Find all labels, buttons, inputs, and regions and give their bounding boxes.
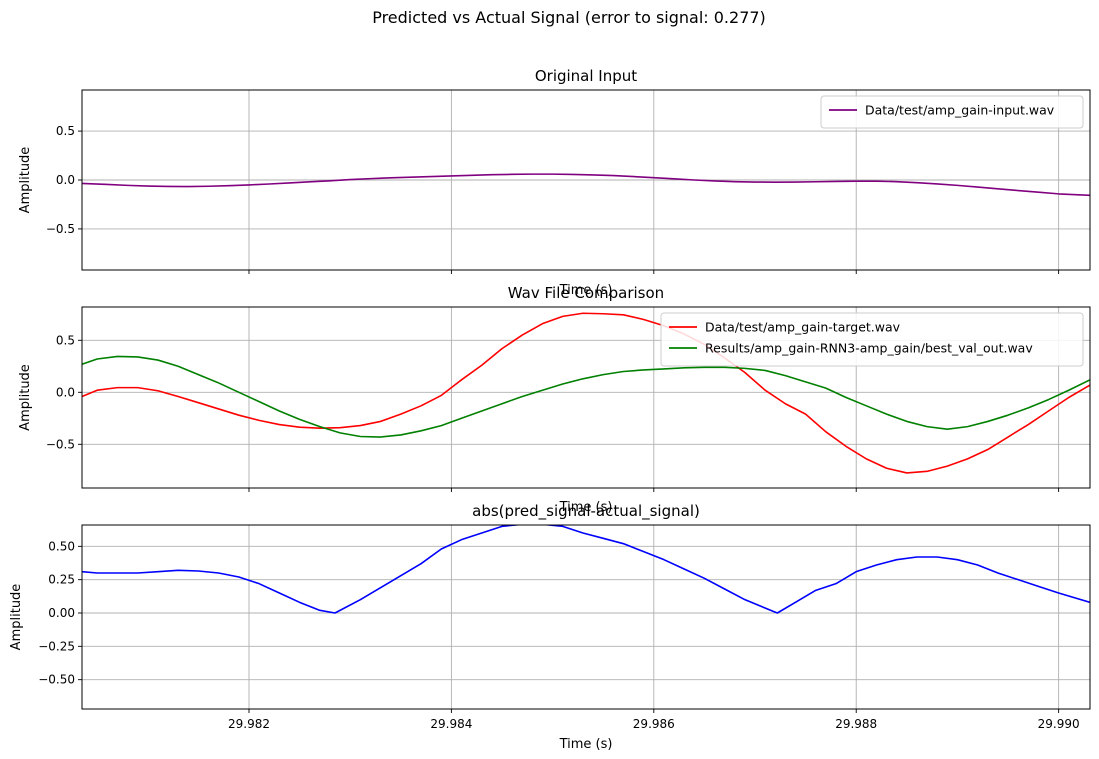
y-axis-label: Amplitude: [9, 584, 24, 651]
y-tick-label: 0.5: [56, 333, 75, 347]
axes-frame: [81, 524, 1091, 710]
subplot-title: Original Input: [535, 67, 637, 85]
x-axis-label: Time (s): [559, 500, 613, 515]
series-line-1: [82, 173, 1090, 197]
y-tick-label: −0.50: [38, 673, 75, 687]
legend-label: Data/test/amp_gain-input.wav: [865, 103, 1055, 118]
y-tick-label: 0.25: [48, 573, 75, 587]
axes-layer: 0.5 0.0 −0.5 Original Input Time (s) Amplitud…: [9, 67, 1091, 752]
y-tick-label: 0.0: [56, 173, 75, 187]
y-axis-label: Amplitude: [18, 147, 33, 214]
series-line-1: [82, 525, 1090, 614]
series-line-1: [82, 312, 1090, 474]
x-tick-label: 29.986: [633, 717, 675, 731]
x-tick-label: 29.984: [430, 717, 472, 731]
subplot-title: Wav File Comparison: [508, 284, 664, 302]
x-tick-label: 29.988: [835, 717, 877, 731]
y-tick-label: 0.00: [48, 606, 75, 620]
legend-frame: [820, 95, 1084, 129]
figure-suptitle: Predicted vs Actual Signal (error to sig…: [372, 8, 766, 27]
subplot-3: 0.50 0.25 0.00 −0.25 −0.50 29.982 29.984 29.986…: [9, 502, 1091, 752]
legend: Data/test/amp_gain-input.wav: [820, 95, 1084, 129]
y-tick-label: −0.25: [38, 639, 75, 653]
x-tick-label: 29.982: [228, 717, 270, 731]
x-axis-label: Time (s): [559, 283, 613, 298]
y-tick-label: 0.0: [56, 385, 75, 399]
subplot-title: abs(pred_signal-actual_signal): [472, 502, 700, 521]
subplot-1: 0.5 0.0 −0.5 Original Input Time (s) Amplitud…: [18, 67, 1091, 298]
y-tick-label: −0.5: [46, 222, 75, 236]
y-tick-label: 0.50: [48, 539, 75, 553]
axes-frame: [81, 306, 1091, 489]
x-axis-label: Time (s): [559, 737, 613, 752]
series-line-2: [82, 355, 1090, 438]
legend: Data/test/amp_gain-target.wav Results/amp…: [660, 312, 1084, 367]
y-axis-label: Amplitude: [18, 364, 33, 431]
legend-label: Data/test/amp_gain-target.wav: [705, 320, 901, 335]
x-tick-label: 29.990: [1038, 717, 1080, 731]
legend-label: Results/amp_gain-RNN3-amp_gain/best_val_…: [705, 341, 1033, 356]
y-tick-label: 0.5: [56, 124, 75, 138]
y-tick-label: −0.5: [46, 437, 75, 451]
legend-frame: [660, 312, 1084, 367]
